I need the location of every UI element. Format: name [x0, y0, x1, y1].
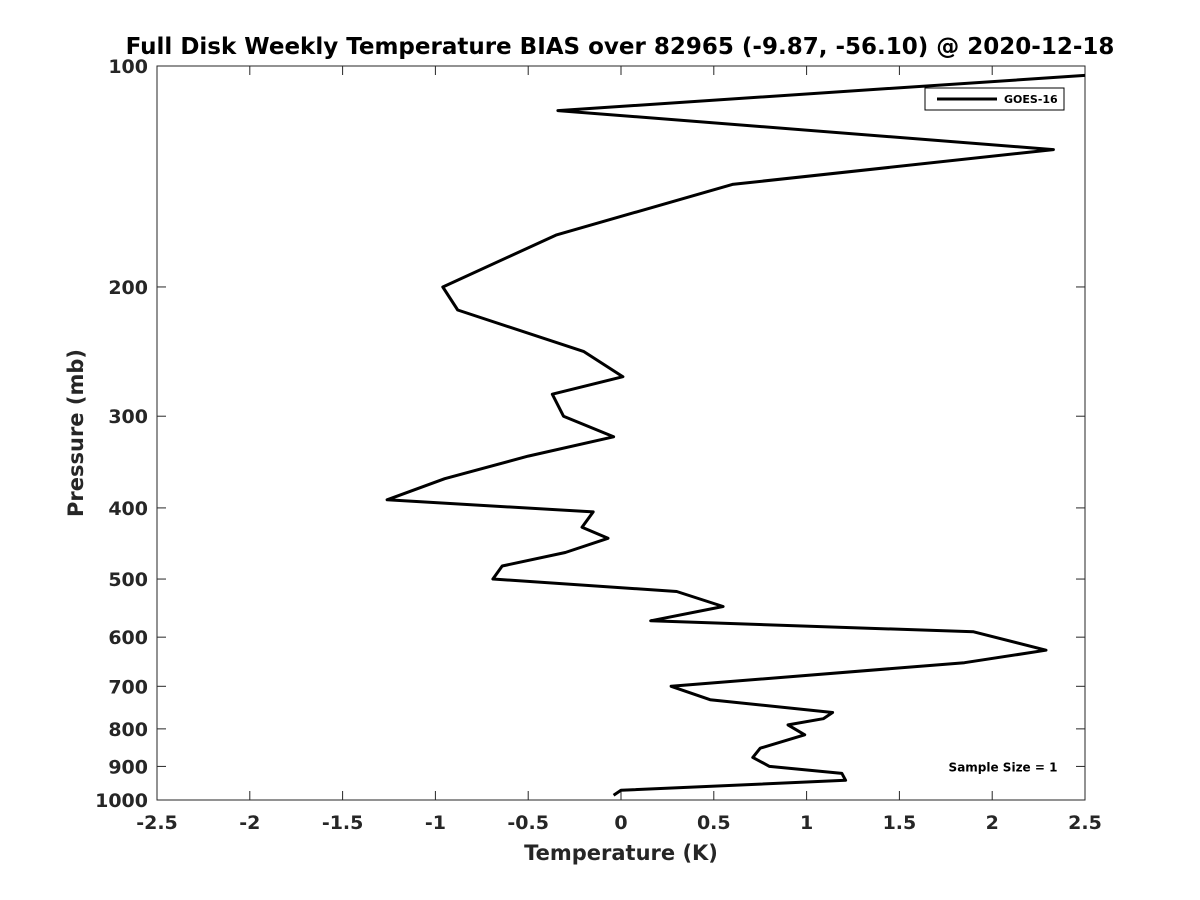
x-tick-label: 1 — [800, 812, 813, 834]
x-axis-label: Temperature (K) — [524, 841, 718, 865]
y-tick-label: 800 — [108, 719, 148, 741]
y-tick-label: 100 — [108, 56, 148, 78]
x-tick-label: 2 — [986, 812, 999, 834]
legend-label-goes-16: GOES-16 — [1004, 93, 1058, 106]
x-tick-label: -1.5 — [322, 812, 364, 834]
y-tick-label: 1000 — [95, 790, 148, 812]
series-line-goes-16 — [385, 73, 1086, 797]
y-tick-label: 300 — [108, 406, 148, 428]
y-tick-label: 500 — [108, 569, 148, 591]
legend: GOES-16 — [924, 87, 1065, 111]
x-tick-label: -0.5 — [507, 812, 549, 834]
x-tick-label: 1.5 — [883, 812, 917, 834]
y-tick-label: 600 — [108, 627, 148, 649]
x-tick-label: -2.5 — [136, 812, 178, 834]
y-axis-label: Pressure (mb) — [64, 349, 88, 517]
x-axis: -2.5 -2 -1.5 -1 -0.5 0 0.5 1 1.5 2 2.5 — [136, 66, 1102, 834]
y-tick-label: 200 — [108, 277, 148, 299]
y-tick-label: 700 — [108, 676, 148, 698]
x-tick-label: 0 — [614, 812, 627, 834]
y-tick-label: 900 — [108, 756, 148, 778]
y-tick-label: 400 — [108, 498, 148, 520]
sample-size-annotation: Sample Size = 1 — [949, 760, 1058, 774]
x-tick-label: -1 — [425, 812, 446, 834]
x-tick-label: 0.5 — [697, 812, 731, 834]
y-axis: 100 200 300 400 500 600 700 800 900 1000 — [95, 56, 1085, 812]
x-tick-label: 2.5 — [1068, 812, 1102, 834]
plot-frame — [156, 65, 1086, 801]
chart-title: Full Disk Weekly Temperature BIAS over 8… — [126, 34, 1115, 60]
x-tick-label: -2 — [239, 812, 260, 834]
